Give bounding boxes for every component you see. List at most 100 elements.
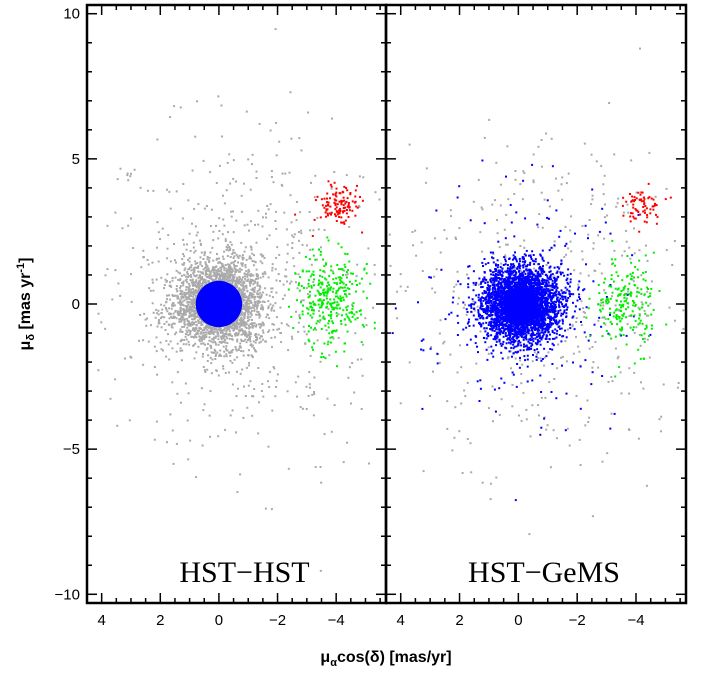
field-core-point	[173, 259, 176, 262]
field-core-point	[180, 274, 183, 277]
field-star-point	[160, 317, 162, 319]
field-star-point	[275, 227, 278, 230]
field-star-point	[156, 221, 159, 224]
red-group-point	[347, 216, 350, 218]
field-core-point	[198, 326, 201, 329]
red-group-point	[328, 212, 331, 215]
red-group-point	[343, 209, 346, 212]
red-group-point	[326, 197, 328, 200]
green-group-point	[312, 274, 315, 276]
field-core-point	[251, 259, 254, 262]
field-star-point	[270, 176, 273, 178]
field-core-point	[252, 274, 255, 277]
field-star-point	[286, 243, 289, 246]
field-star-point	[286, 390, 289, 393]
field-core-point	[157, 309, 160, 312]
field-star-point	[538, 213, 541, 216]
field-star-point	[537, 145, 540, 148]
field-core-point	[223, 355, 226, 358]
cluster-member-point	[500, 327, 503, 330]
field-core-point	[280, 322, 283, 325]
field-star-point	[625, 229, 627, 232]
green-group-point	[340, 297, 343, 300]
green-group-point	[362, 290, 365, 293]
field-core-point	[216, 271, 219, 274]
field-core-point	[209, 273, 212, 276]
green-group-point	[327, 326, 330, 329]
field-core-point	[186, 292, 189, 295]
field-star-point	[272, 366, 275, 368]
field-star-point	[638, 313, 641, 315]
field-core-point	[189, 274, 192, 277]
green-group-point	[352, 272, 354, 275]
field-star-point	[165, 308, 168, 311]
field-core-point	[250, 295, 253, 298]
field-core-point	[197, 266, 200, 269]
field-core-point	[192, 291, 195, 293]
field-star-point	[456, 371, 459, 374]
field-star-point	[255, 325, 257, 328]
field-core-point	[217, 338, 220, 341]
field-star-point	[674, 319, 676, 322]
green-group-point	[351, 315, 354, 318]
field-star-point	[221, 233, 224, 236]
field-core-point	[249, 312, 252, 315]
field-star-point	[126, 172, 129, 175]
field-star-point	[258, 284, 261, 287]
field-star-point	[483, 136, 486, 139]
cluster-member-point	[482, 322, 485, 325]
green-group-point	[288, 305, 290, 308]
field-core-point	[199, 261, 202, 264]
green-group-point	[317, 303, 320, 306]
field-core-point	[181, 330, 184, 333]
field-core-point	[261, 321, 264, 324]
field-star-point	[439, 319, 442, 322]
field-core-point	[225, 333, 228, 335]
field-core-point	[256, 281, 259, 284]
field-core-point	[186, 281, 189, 284]
field-star-point	[264, 507, 267, 510]
field-core-point	[165, 320, 168, 323]
field-star-point	[614, 347, 617, 350]
field-core-point	[247, 278, 250, 281]
field-core-point	[225, 345, 228, 348]
red-group-point	[348, 209, 351, 212]
green-group-point	[332, 306, 335, 309]
cluster-member-point	[551, 331, 554, 334]
field-star-point	[257, 223, 260, 226]
field-core-point	[239, 329, 241, 332]
green-group-point	[317, 299, 320, 302]
field-star-point	[600, 301, 603, 304]
field-core-point	[252, 296, 255, 298]
field-star-point	[571, 323, 574, 326]
field-core-point	[239, 320, 242, 323]
field-star-point	[220, 104, 223, 107]
green-group-point	[317, 291, 320, 294]
field-star-point	[422, 470, 425, 473]
field-star-point	[373, 273, 376, 276]
field-star-point	[262, 324, 265, 327]
green-group-point	[330, 305, 333, 308]
cluster-member-point	[486, 312, 489, 315]
field-star-point	[262, 216, 264, 219]
field-core-point	[193, 274, 196, 277]
field-core-point	[217, 270, 220, 273]
field-core-point	[171, 277, 174, 279]
field-star-point	[593, 269, 596, 272]
field-star-point	[351, 362, 354, 364]
field-core-point	[230, 351, 233, 354]
green-group-point	[346, 305, 349, 308]
field-core-point	[221, 265, 224, 268]
green-group-point	[341, 268, 344, 271]
field-star-point	[184, 382, 187, 385]
field-core-point	[261, 306, 264, 309]
field-core-point	[268, 294, 271, 297]
field-star-point	[260, 335, 263, 338]
field-star-point	[613, 153, 616, 156]
green-group-point	[321, 281, 324, 284]
field-core-point	[259, 326, 262, 329]
field-star-point	[255, 177, 258, 179]
green-group-point	[318, 279, 320, 282]
field-star-point	[178, 314, 181, 317]
field-star-point	[287, 349, 290, 352]
